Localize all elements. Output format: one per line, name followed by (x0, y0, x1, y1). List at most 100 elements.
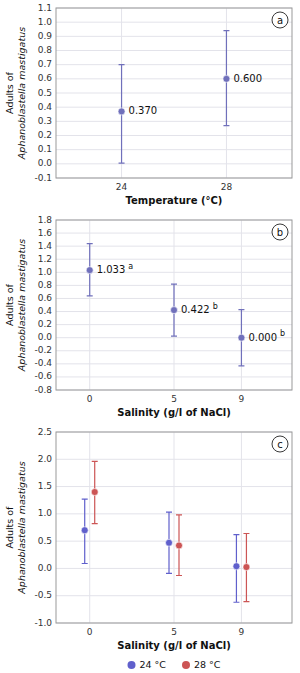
panel: -0.10.00.10.20.30.40.50.60.70.80.91.01.1… (4, 3, 292, 207)
panel-title: b (277, 227, 283, 238)
panel-label-circle (272, 224, 288, 240)
tick-label: 0.7 (38, 59, 52, 69)
tick-label: -0.4 (34, 358, 52, 368)
legend-swatch (128, 661, 136, 669)
tick-label: 0.0 (38, 563, 53, 573)
tick-label: -0.8 (34, 385, 52, 395)
error-bar (223, 31, 229, 126)
tick-label: 1.0 (38, 508, 53, 518)
plot-frame (56, 8, 292, 178)
legend-entry: 28 °C (194, 659, 221, 670)
y-axis-label: Aphanoblastella mastigatus (16, 239, 27, 372)
tick-label: 0 (87, 627, 93, 637)
grid-line (56, 149, 292, 150)
grid-line (241, 432, 242, 623)
tick-label: -0.1 (34, 173, 52, 183)
plot-frame (56, 432, 292, 623)
x-axis-label: Salinity (g/l of NaCl) (117, 407, 231, 418)
grid-line (174, 432, 175, 623)
tick-label: 1.0 (38, 267, 53, 277)
grid-line (56, 163, 292, 164)
tick-label: -0.2 (34, 345, 52, 355)
legend: 24 °C 28 °C (128, 659, 221, 670)
grid-line (56, 50, 292, 51)
tick-label: 0.5 (38, 536, 52, 546)
tick-label: -1.0 (34, 618, 52, 628)
x-axis-label: Salinity (g/l of NaCl) (117, 640, 231, 651)
tick-label: 0.8 (38, 280, 53, 290)
tick-label: -0.6 (34, 371, 52, 381)
error-bar (243, 534, 249, 602)
tick-label: 1.0 (38, 17, 53, 27)
grid-line (56, 64, 292, 65)
legend-entry: 24 °C (140, 659, 167, 670)
tick-label: 5 (171, 627, 177, 637)
error-bar (119, 65, 125, 163)
marks (81, 461, 250, 602)
tick-label: 2.0 (38, 454, 53, 464)
tick-label: 5 (171, 394, 177, 404)
figure: -0.10.00.10.20.30.40.50.60.70.80.91.01.1… (0, 0, 300, 673)
tick-label: 0.8 (38, 45, 53, 55)
panel: -0.8 -0.6 -0.4 -0.2 0.0 0.2 0.4 0.6 0.8 1.0 1.2 1.4… (4, 215, 292, 419)
panel: -1.0-0.50.00.51.01.52.02.5059Salinity (g… (4, 427, 292, 670)
error-bar (176, 515, 182, 576)
point (81, 527, 88, 534)
panel-title: a (277, 15, 283, 26)
panel-title: c (277, 439, 283, 450)
error-bar (166, 512, 172, 573)
error-bar (171, 284, 177, 336)
grid-line (56, 135, 292, 136)
data-label: 0.422 (181, 304, 210, 315)
tick-label: 28 (221, 182, 233, 192)
tick-label: 0.6 (38, 293, 53, 303)
tick-label: 2.5 (38, 427, 52, 437)
tick-label: 9 (239, 394, 245, 404)
tick-label: 1.8 (38, 215, 53, 225)
annotation: a (128, 262, 133, 271)
tick-label: 1.6 (38, 228, 53, 238)
error-bar (87, 244, 93, 296)
point (233, 563, 240, 570)
grid-line (56, 93, 292, 94)
data-label: 1.033 (97, 264, 126, 275)
data-label: 0.600 (233, 73, 262, 84)
legend-swatch (182, 661, 190, 669)
tick-label: 1.5 (38, 481, 52, 491)
annotation: b (280, 329, 285, 338)
x-axis-label: Temperature (°C) (126, 195, 223, 206)
error-bar (238, 310, 244, 366)
y-axis-label: Aphanoblastella mastigatus (16, 461, 27, 594)
error-bar (233, 535, 239, 603)
point (171, 307, 178, 314)
panel-label-circle (272, 12, 288, 28)
y-axis-label: Adults of (4, 506, 15, 549)
grid-line (56, 36, 292, 37)
error-bar (92, 461, 98, 523)
tick-label: 0.9 (38, 31, 53, 41)
panel-label-circle (272, 436, 288, 452)
y-axis-label: Adults of (4, 283, 15, 326)
tick-label: 0.4 (38, 306, 53, 316)
point (238, 334, 245, 341)
grid-line (89, 432, 90, 623)
tick-label: 0.6 (38, 73, 53, 83)
tick-label: 1.4 (38, 241, 53, 251)
tick-label: 0.0 (38, 332, 53, 342)
y-axis-label: Adults of (4, 71, 15, 114)
tick-label: 0 (87, 394, 93, 404)
point (91, 489, 98, 496)
point (166, 539, 173, 546)
grid-line (56, 121, 292, 122)
error-bar (82, 499, 88, 563)
tick-label: -0.5 (34, 590, 52, 600)
tick-label: 0.2 (38, 319, 52, 329)
tick-label: 0.1 (38, 144, 52, 154)
tick-label: 1.2 (38, 254, 52, 264)
point (118, 108, 125, 115)
point (223, 75, 230, 82)
tick-label: 0.2 (38, 130, 52, 140)
tick-label: 1.1 (38, 3, 52, 13)
point (176, 542, 183, 549)
grid-line (56, 107, 292, 108)
